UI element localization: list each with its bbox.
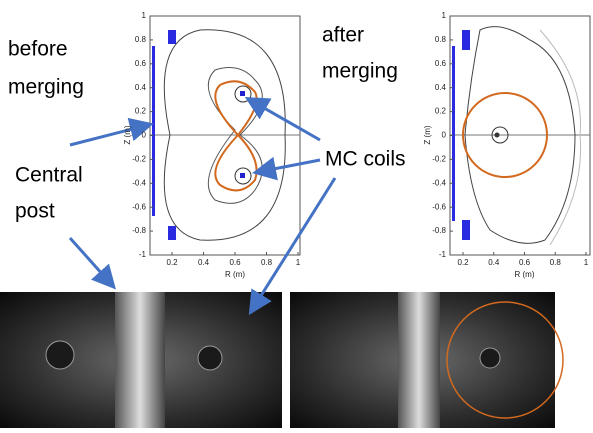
y-tick-label: -0.2 xyxy=(132,155,146,164)
label: post xyxy=(15,200,55,223)
y-axis-label: Z (m) xyxy=(423,125,432,144)
page: before merging after merging MC coils Ce… xyxy=(0,0,593,428)
y-tick-label: -0.8 xyxy=(432,226,446,235)
x-tick-label: 0.4 xyxy=(488,258,500,267)
label: merging xyxy=(322,60,398,83)
y-tick-label: -0.4 xyxy=(432,178,446,187)
y-tick-label: 1 xyxy=(142,11,147,20)
x-tick-label: 0.2 xyxy=(166,258,178,267)
label: after xyxy=(322,24,364,47)
y-tick-label: 0.2 xyxy=(135,107,147,116)
x-tick-label: 0.2 xyxy=(457,258,469,267)
y-tick-label: 0.4 xyxy=(135,83,147,92)
x-tick-label: 0.8 xyxy=(550,258,562,267)
plot-left xyxy=(150,16,300,255)
plot-right xyxy=(450,16,590,255)
y-tick-label: 0.6 xyxy=(135,59,147,68)
y-tick-label: -1 xyxy=(139,250,147,259)
x-axis-label: R (m) xyxy=(225,270,245,279)
y-tick-label: 0 xyxy=(442,131,447,140)
y-tick-label: -0.4 xyxy=(132,178,146,187)
figure: before merging after merging MC coils Ce… xyxy=(0,0,593,428)
y-tick-label: 0.6 xyxy=(435,59,447,68)
y-tick-label: -0.6 xyxy=(432,202,446,211)
y-tick-label: 1 xyxy=(442,11,447,20)
y-tick-label: -0.6 xyxy=(132,202,146,211)
x-tick-label: 0.6 xyxy=(229,258,241,267)
y-tick-label: -0.8 xyxy=(132,226,146,235)
photos xyxy=(0,292,563,428)
y-tick-label: 0 xyxy=(142,131,147,140)
x-tick-label: 0.4 xyxy=(198,258,210,267)
x-tick-label: 1 xyxy=(296,258,301,267)
y-tick-label: 0.8 xyxy=(435,35,447,44)
x-axis-label: R (m) xyxy=(515,270,535,279)
y-tick-label: -0.2 xyxy=(432,155,446,164)
y-tick-label: 0.8 xyxy=(135,35,147,44)
label: merging xyxy=(8,76,84,99)
label: before xyxy=(8,38,68,61)
y-axis-label: Z (m) xyxy=(123,125,132,144)
label: MC coils xyxy=(325,148,406,171)
y-tick-label: 0.2 xyxy=(435,107,447,116)
x-tick-label: 0.8 xyxy=(261,258,273,267)
y-tick-label: 0.4 xyxy=(435,83,447,92)
label: Central xyxy=(15,164,83,187)
x-tick-label: 0.6 xyxy=(519,258,531,267)
y-tick-label: -1 xyxy=(439,250,447,259)
x-tick-label: 1 xyxy=(584,258,589,267)
